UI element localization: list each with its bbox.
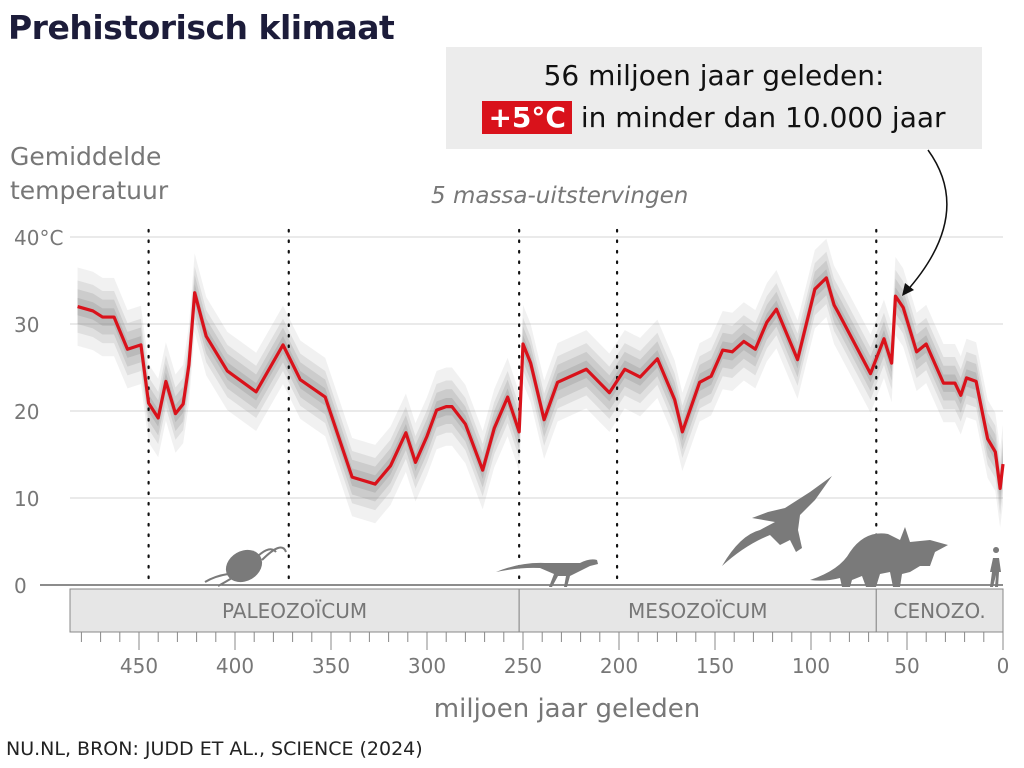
x-tick-label: 300 bbox=[408, 654, 446, 678]
x-tick-label: 200 bbox=[600, 654, 638, 678]
x-axis-label: miljoen jaar geleden bbox=[433, 694, 701, 724]
era-band bbox=[518, 588, 877, 633]
y-tick-label: 30 bbox=[14, 313, 39, 337]
annotation-badge: +5°C bbox=[482, 101, 572, 134]
x-tick-label: 0 bbox=[997, 654, 1010, 678]
triceratops-silhouette bbox=[810, 527, 948, 587]
x-tick-label: 50 bbox=[894, 654, 919, 678]
x-tick-label: 450 bbox=[120, 654, 158, 678]
y-axis-label: Gemiddelde temperatuur bbox=[10, 142, 169, 205]
source-credit: NU.NL, BRON: JUDD ET AL., SCIENCE (2024) bbox=[6, 738, 423, 760]
x-tick-label: 250 bbox=[504, 654, 542, 678]
annotation-line2: in minder dan 10.000 jaar bbox=[571, 101, 946, 134]
x-tick-label: 150 bbox=[696, 654, 734, 678]
annotation-box: 56 miljoen jaar geleden: +5°C in minder … bbox=[446, 47, 982, 149]
arrow-head-icon bbox=[902, 283, 914, 296]
silhouettes bbox=[204, 476, 1001, 587]
y-tick-label: 40°C bbox=[14, 226, 63, 250]
y-tick-label: 10 bbox=[14, 487, 39, 511]
y-tick-label: 20 bbox=[14, 400, 39, 424]
small-dinosaur-silhouette bbox=[496, 559, 598, 587]
extinctions-label: 5 massa-uitstervingen bbox=[431, 183, 689, 209]
x-tick-label: 400 bbox=[216, 654, 254, 678]
y-tick-label: 0 bbox=[14, 574, 27, 598]
x-tick-label: 350 bbox=[312, 654, 350, 678]
era-label: CENOZO. bbox=[893, 599, 985, 623]
human-silhouette bbox=[990, 547, 1001, 587]
uncertainty-band bbox=[77, 260, 1003, 506]
pterosaur-silhouette bbox=[722, 476, 832, 566]
annotation-line1: 56 miljoen jaar geleden: bbox=[543, 59, 885, 92]
annotation-arrow bbox=[904, 149, 948, 294]
uncertainty-band bbox=[77, 238, 1003, 528]
temperature-line bbox=[77, 276, 1005, 491]
trilobite-silhouette bbox=[204, 546, 287, 587]
x-tick-label: 100 bbox=[792, 654, 830, 678]
era-label: MESOZOÏCUM bbox=[628, 599, 768, 623]
era-label: PALEOZOÏCUM bbox=[222, 599, 367, 623]
chart-title: Prehistorisch klimaat bbox=[8, 8, 395, 47]
era-band bbox=[69, 588, 520, 633]
era-band bbox=[875, 588, 1004, 633]
